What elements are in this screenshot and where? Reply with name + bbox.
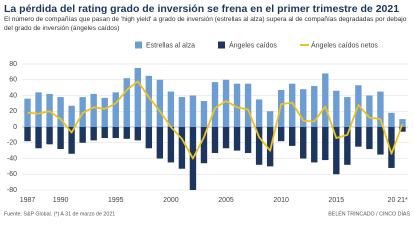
bar [123, 78, 130, 127]
bar [156, 79, 164, 127]
bar [189, 95, 197, 127]
x-tick-label: 2000 [163, 197, 179, 204]
bar [311, 86, 318, 127]
bar [244, 127, 252, 153]
bar [366, 127, 373, 150]
bar [178, 97, 186, 127]
bar [300, 89, 307, 127]
bar [377, 91, 384, 127]
bar [167, 127, 175, 163]
bar [233, 127, 241, 151]
bar [200, 127, 208, 164]
x-tick-label: 1995 [108, 197, 124, 204]
bar [399, 127, 406, 132]
bar [333, 127, 340, 175]
bar [388, 112, 395, 127]
bar [79, 127, 86, 143]
y-tick-label: -20 [7, 140, 17, 147]
x-tick-label: 2015 [329, 197, 345, 204]
y-tick-label: 0 [13, 124, 17, 131]
bar [68, 127, 75, 154]
bar [200, 101, 208, 127]
bar [277, 127, 285, 142]
bar [289, 127, 296, 146]
bar [344, 97, 351, 127]
y-tick-label: -40 [7, 155, 17, 162]
bar [333, 90, 340, 127]
bar [167, 91, 175, 127]
y-tick-label: -80 [7, 187, 17, 194]
bar [322, 127, 329, 161]
bar [134, 127, 141, 141]
bar [377, 127, 384, 155]
bar [211, 127, 219, 153]
bar [300, 127, 307, 159]
bar [255, 127, 263, 165]
bar [24, 127, 31, 142]
x-tick-label: 21* [397, 197, 408, 204]
x-tick-label: 2010 [273, 197, 289, 204]
bar [35, 92, 42, 127]
bar [255, 99, 263, 127]
legend-swatch [218, 41, 225, 49]
source: Fuente: S&P Global. (*) A 31 de marzo de… [4, 211, 115, 217]
bar [57, 97, 64, 127]
net-line [27, 80, 404, 160]
bar [222, 127, 230, 149]
y-tick-label: 60 [9, 77, 17, 84]
y-tick-label: 40 [9, 92, 17, 99]
bar [156, 127, 164, 159]
y-tick-label: 80 [9, 61, 17, 68]
bar [355, 127, 362, 147]
bar [90, 93, 97, 127]
bar [399, 119, 406, 127]
bar [123, 127, 130, 139]
bar [112, 92, 119, 127]
bar [233, 83, 241, 127]
legend-label: Estrellas al alza [146, 42, 195, 49]
chart-title: La pérdida del rating grado de inversión… [4, 3, 399, 15]
bar [222, 79, 230, 127]
bar [344, 127, 351, 165]
bar [134, 67, 141, 127]
credit: BELÉN TRINCADO / CINCO DÍAS [328, 210, 410, 217]
legend-label: Ángeles caídos netos [311, 40, 378, 49]
bar [101, 97, 108, 127]
bar [277, 89, 285, 127]
y-tick-label: 20 [9, 108, 17, 115]
legend-swatch [135, 41, 142, 49]
bar [90, 127, 97, 141]
bar [112, 127, 119, 139]
bar [35, 127, 42, 149]
bar [311, 127, 318, 163]
bar [178, 127, 186, 169]
bar [322, 73, 329, 127]
bar [57, 127, 64, 150]
legend-label: Ángeles caídos [229, 40, 277, 49]
chart: La pérdida del rating grado de inversión… [4, 3, 410, 218]
x-tick-label: 2005 [218, 197, 234, 204]
bar [211, 82, 219, 127]
bar [366, 95, 373, 127]
bar [266, 111, 274, 127]
y-tick-label: -60 [7, 171, 17, 178]
x-tick-label: 1990 [53, 197, 69, 204]
bar [244, 83, 252, 127]
x-tick-label: 1987 [20, 197, 36, 204]
bar [46, 127, 53, 145]
bar [145, 127, 153, 149]
bar [266, 127, 274, 167]
x-tick-label: 20 [388, 197, 396, 204]
bar [289, 83, 296, 127]
subtitle-box: El número de compañías que pasan de 'hig… [4, 16, 407, 32]
bar [388, 127, 395, 168]
bar [145, 75, 153, 127]
bar [101, 127, 108, 139]
bar [68, 105, 75, 127]
chart-subtitle: El número de compañías que pasan de 'hig… [4, 16, 407, 32]
